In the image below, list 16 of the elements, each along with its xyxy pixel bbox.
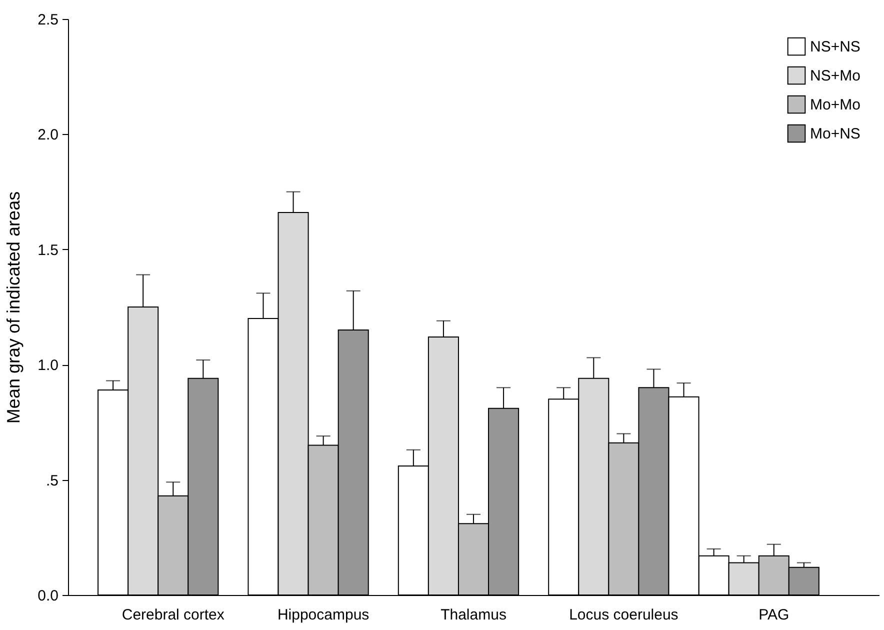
y-tick-label: 2.5 bbox=[38, 12, 58, 28]
x-tick-label: Locus coeruleus bbox=[569, 606, 678, 624]
y-axis-title: Mean gray of indicated areas bbox=[4, 191, 24, 424]
y-tick-label: .5 bbox=[46, 472, 58, 490]
y-tick-label: 1.0 bbox=[38, 357, 58, 374]
y-tick-label: 0.0 bbox=[38, 588, 58, 604]
x-tick-label: PAG bbox=[758, 606, 790, 624]
x-tick-label: Thalamus bbox=[440, 606, 506, 624]
x-tick-label: Cerebral cortex bbox=[122, 606, 225, 624]
x-tick-label: Hippocampus bbox=[277, 606, 370, 624]
legend-label: Mo+Mo bbox=[810, 96, 860, 114]
legend-label: NS+Mo bbox=[810, 68, 860, 84]
y-tick-label: 1.5 bbox=[38, 242, 58, 259]
legend-label: Mo+NS bbox=[810, 126, 860, 142]
legend-label: NS+NS bbox=[810, 38, 860, 56]
y-tick-label: 2.0 bbox=[38, 126, 58, 144]
